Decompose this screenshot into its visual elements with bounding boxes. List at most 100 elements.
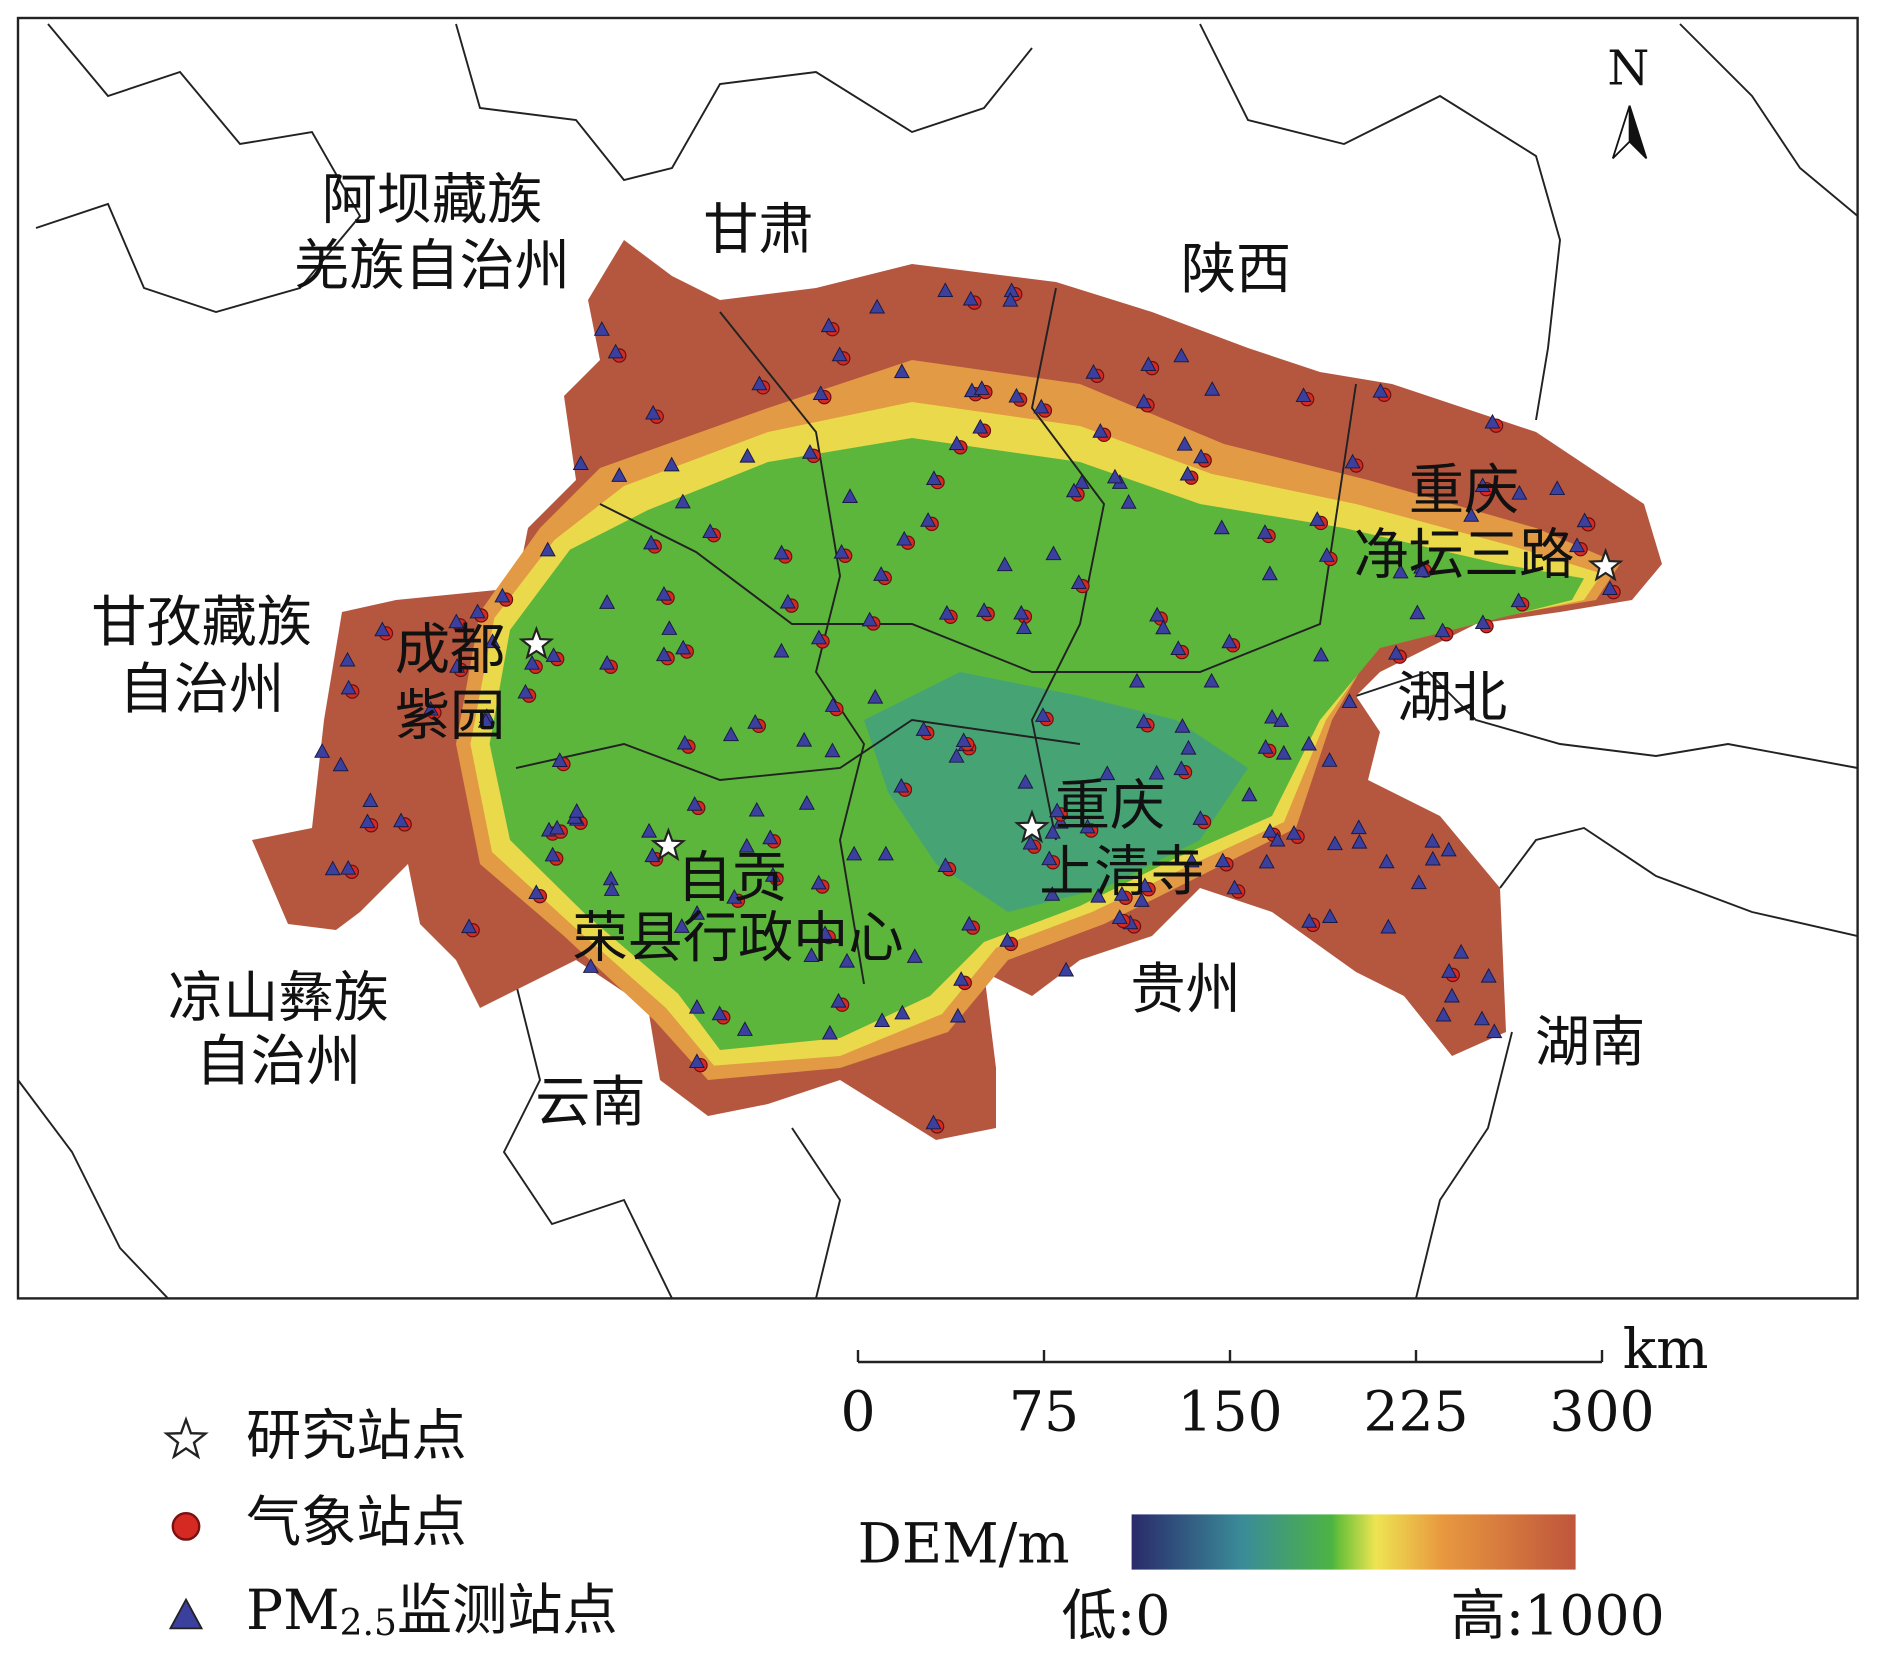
pm-station: [1113, 886, 1130, 901]
region-label: 云南: [535, 1071, 645, 1135]
site-label: 上清寺: [1039, 841, 1205, 905]
pm-station: [1410, 874, 1427, 890]
pm-station: [938, 604, 955, 620]
pm-station: [1135, 393, 1152, 409]
pm-station: [1350, 819, 1367, 835]
pm-station: [1017, 773, 1034, 789]
pm-station: [722, 726, 739, 742]
pm-station: [976, 602, 993, 617]
pm-station: [1022, 834, 1039, 850]
pm-station: [820, 317, 837, 333]
pm-station: [915, 721, 932, 736]
study-site-star: [1014, 809, 1050, 844]
pm-station: [549, 819, 566, 835]
pm-station: [893, 363, 910, 379]
pm-station: [1326, 835, 1343, 851]
pm-station: [824, 697, 841, 712]
pm-station: [798, 795, 815, 810]
pm-station: [449, 658, 466, 673]
pm-station: [545, 647, 562, 662]
pm-station: [1106, 468, 1123, 484]
pm-station: [1041, 850, 1058, 866]
pm-station: [949, 1007, 966, 1023]
legend-label: 研究站点: [246, 1405, 467, 1469]
pm-station: [1044, 823, 1061, 839]
pm-station: [869, 298, 886, 314]
pm-station: [641, 822, 658, 838]
pm-station: [702, 523, 719, 539]
region-label: 自治州: [196, 1030, 362, 1094]
pm-station: [831, 346, 848, 362]
pm-station: [1441, 963, 1458, 978]
pm-station: [736, 1021, 753, 1036]
north-arrow: N: [1607, 41, 1649, 160]
pm-station: [833, 543, 850, 559]
station-markers: [314, 282, 1621, 1134]
pm-station: [937, 282, 954, 297]
pm-station: [332, 756, 349, 772]
pm-station: [1135, 713, 1152, 729]
pm-station: [1155, 619, 1172, 635]
colorbar-ramp: [1131, 1514, 1576, 1570]
pm-station: [1474, 614, 1491, 630]
pm-station: [1264, 708, 1281, 724]
pm-station: [611, 467, 628, 482]
pm-station: [655, 585, 672, 601]
pm-station: [1414, 562, 1431, 578]
boundaries: [17, 23, 1859, 1300]
legend-triangle: [168, 1597, 204, 1630]
pm-station: [1256, 524, 1273, 539]
pm-station: [893, 777, 910, 793]
region-label: 羌族自治州: [294, 235, 570, 299]
region-labels: 阿坝藏族 羌族自治州 甘肃 陕西 甘孜藏族 自治州 湖北 贵州 湖南 凉山彝族 …: [91, 169, 1645, 1135]
pm-station: [1453, 943, 1470, 959]
pm-station: [955, 732, 972, 748]
region-label: 湖北: [1397, 667, 1507, 731]
pm-station: [689, 905, 706, 920]
pm-station: [340, 859, 357, 875]
legend-star: [163, 1416, 209, 1460]
pm-station: [1203, 672, 1220, 688]
legend-label: 气象站点: [246, 1491, 467, 1555]
pm-station: [838, 952, 855, 968]
legend-label: PM2.5监测站点: [246, 1579, 618, 1645]
pm-station: [999, 932, 1016, 947]
scale-tick-label: 0: [840, 1381, 875, 1445]
pm-station: [1321, 908, 1338, 924]
pm-station: [1474, 477, 1491, 493]
pm-station: [1241, 786, 1258, 802]
pm-station: [1079, 818, 1096, 834]
legend-label-suffix: 监测站点: [397, 1579, 618, 1643]
site-labels: 成都 紫园 自贡 荣县行政中心 重庆 上清寺 重庆 净坛三路: [395, 459, 1575, 971]
region-label: 贵州: [1130, 958, 1240, 1022]
pm-station: [796, 731, 813, 747]
pm-station: [1300, 735, 1317, 751]
pm-station: [1380, 918, 1397, 934]
region-label: 甘孜藏族: [91, 591, 312, 655]
pm-station: [1204, 381, 1221, 396]
pm-station: [688, 1053, 705, 1069]
study-site-star: [1587, 547, 1624, 582]
scale-unit: km: [1623, 1318, 1709, 1382]
pm-station: [1214, 852, 1231, 868]
pm-station: [544, 846, 561, 862]
pm-station: [1058, 961, 1075, 977]
pm-station: [661, 620, 678, 635]
pm-station: [1484, 413, 1501, 429]
pm-station: [1463, 507, 1480, 522]
pm-station: [1049, 802, 1066, 818]
pm-station: [779, 593, 796, 609]
pm-station: [948, 747, 965, 763]
pm-station: [824, 742, 841, 758]
pm-station: [1173, 347, 1190, 363]
pm-station: [1149, 606, 1166, 622]
pm-station: [1440, 841, 1457, 857]
pm-station: [674, 493, 691, 509]
pm-station: [906, 948, 923, 963]
pm-station: [645, 404, 662, 420]
pm-station: [874, 1012, 891, 1028]
pm-station: [1424, 850, 1441, 866]
pm-station: [1392, 563, 1409, 579]
north-label: N: [1607, 41, 1649, 97]
pm-station: [603, 881, 620, 896]
